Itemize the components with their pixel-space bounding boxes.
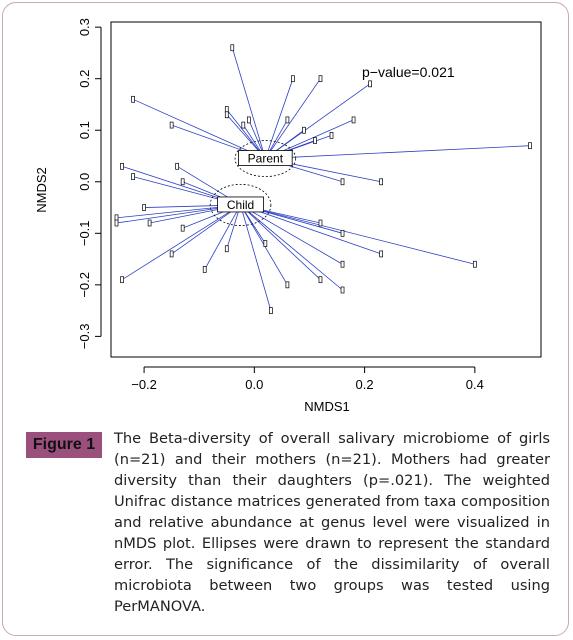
sample-point [379, 178, 383, 186]
link-line [240, 204, 343, 291]
link-line [240, 204, 382, 255]
sample-point [131, 95, 135, 103]
sample-points [114, 44, 532, 314]
sample-point [318, 276, 323, 284]
link-line [240, 204, 343, 265]
x-axis: −0.2 0.0 0.2 0.4 [131, 366, 484, 392]
link-line [132, 98, 266, 159]
se-ellipse [234, 140, 297, 178]
sample-point [379, 250, 383, 258]
centroid-label-box [238, 150, 293, 166]
y-tick-label: −0.3 [77, 324, 92, 350]
figure-label: Figure 1 [26, 432, 102, 458]
sample-point [224, 111, 229, 119]
y-tick-label: −0.1 [77, 220, 92, 246]
sample-point [340, 229, 345, 237]
y-axis: −0.3 −0.2 −0.1 0.0 0.1 0.2 0.3 [77, 18, 102, 350]
y-tick-label: 0.0 [77, 173, 92, 191]
link-line [171, 204, 241, 255]
sample-point [230, 44, 235, 52]
sample-point [472, 260, 477, 268]
sample-point [318, 219, 323, 227]
link-line [265, 145, 530, 159]
sample-point [142, 204, 146, 211]
centroid-label: Child [227, 198, 254, 212]
sample-point [131, 173, 135, 180]
sample-point [340, 286, 345, 294]
y-axis-title: NMDS2 [34, 167, 49, 213]
sample-point [340, 260, 345, 268]
link-line [204, 204, 241, 270]
figure-caption: The Beta-diversity of overall salivary m… [114, 430, 550, 615]
sample-point [224, 245, 229, 253]
link-line [240, 204, 475, 265]
y-tick-label: 0.1 [77, 121, 92, 139]
x-axis-title: NMDS1 [304, 399, 350, 414]
sample-point [180, 178, 185, 186]
y-tick-label: 0.3 [77, 18, 92, 36]
sample-point [246, 116, 251, 124]
sample-point [114, 219, 119, 227]
link-line [240, 204, 272, 311]
sample-point [263, 240, 268, 247]
sample-point [120, 162, 124, 170]
plot-box [110, 21, 542, 358]
link-line [264, 78, 294, 159]
sample-point [241, 121, 246, 129]
se-ellipse [209, 183, 272, 226]
sample-point [285, 116, 290, 124]
x-tick-label: −0.2 [131, 377, 157, 392]
x-tick-label: 0.2 [356, 377, 374, 392]
sample-point [169, 250, 174, 258]
sample-point [120, 276, 124, 284]
sample-point [285, 281, 290, 289]
se-ellipses [209, 140, 297, 226]
p-value-annotation: p−value=0.021 [362, 64, 455, 80]
centroid-label-box [217, 196, 264, 213]
link-line [121, 204, 241, 281]
sample-point [269, 307, 273, 314]
sample-point [329, 132, 334, 139]
nmds-plot: Parent Child −0.2 0.0 0.2 0.4 −0.3 −0.2 −0.1 0.… [34, 18, 542, 414]
segment-links [116, 47, 530, 311]
y-tick-label: 0.2 [77, 70, 92, 88]
x-tick-label: 0.4 [466, 377, 484, 392]
link-line [265, 78, 321, 159]
link-line [231, 47, 266, 159]
link-line [240, 204, 321, 280]
centroid-label: Parent [248, 152, 284, 166]
sample-point [318, 75, 323, 83]
sample-point [313, 137, 317, 144]
sample-point [180, 224, 185, 232]
y-tick-label: −0.2 [77, 272, 92, 298]
sample-point [368, 80, 372, 88]
group-centroid-labels: Parent Child [217, 150, 293, 213]
x-tick-label: 0.0 [245, 377, 263, 392]
sample-point [202, 266, 207, 273]
sample-point [147, 219, 152, 227]
sample-point [175, 162, 180, 170]
sample-point [528, 142, 532, 150]
sample-point [291, 75, 295, 83]
sample-point [340, 178, 345, 186]
sample-point [169, 121, 174, 129]
sample-point [302, 126, 306, 134]
sample-point [351, 116, 356, 124]
